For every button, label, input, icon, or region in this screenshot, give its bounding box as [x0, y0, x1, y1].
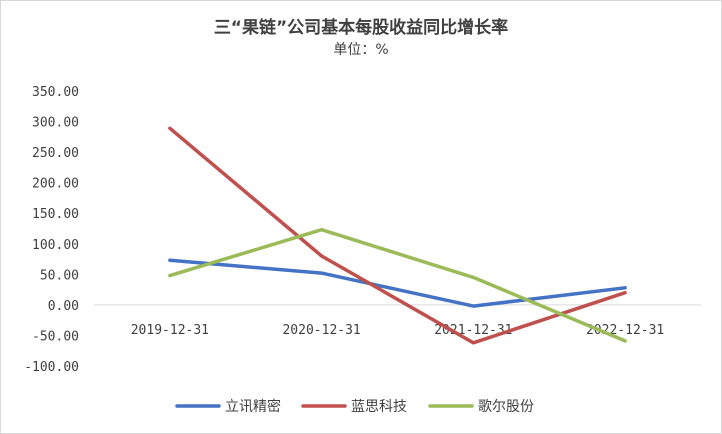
y-tick-label: -100.00	[24, 360, 79, 375]
x-tick-label: 2019-12-31	[131, 323, 209, 338]
series-line-3	[168, 227, 627, 343]
legend-label-3: 歌尔股份	[478, 399, 534, 415]
y-tick-label: -50.00	[32, 329, 79, 344]
y-tick-label: 350.00	[32, 85, 79, 100]
y-tick-label: 200.00	[32, 177, 79, 192]
y-tick-label: 150.00	[32, 207, 79, 222]
y-tick-label: 250.00	[32, 146, 79, 161]
chart-subtitle: 单位：%	[333, 42, 389, 58]
x-tick-label: 2020-12-31	[282, 323, 360, 338]
y-tick-label: 0.00	[48, 299, 79, 314]
legend-label-1: 立讯精密	[225, 398, 281, 415]
series-line-2	[168, 126, 627, 345]
y-tick-label: 100.00	[32, 238, 79, 253]
y-tick-label: 300.00	[32, 116, 79, 131]
chart-title: 三“果链”公司基本每股收益同比增长率	[213, 18, 509, 38]
y-tick-label: 50.00	[40, 268, 79, 283]
legend-label-2: 蓝思科技	[351, 399, 407, 415]
series-line-1	[168, 258, 627, 308]
x-tick-label: 2021-12-31	[434, 323, 512, 338]
